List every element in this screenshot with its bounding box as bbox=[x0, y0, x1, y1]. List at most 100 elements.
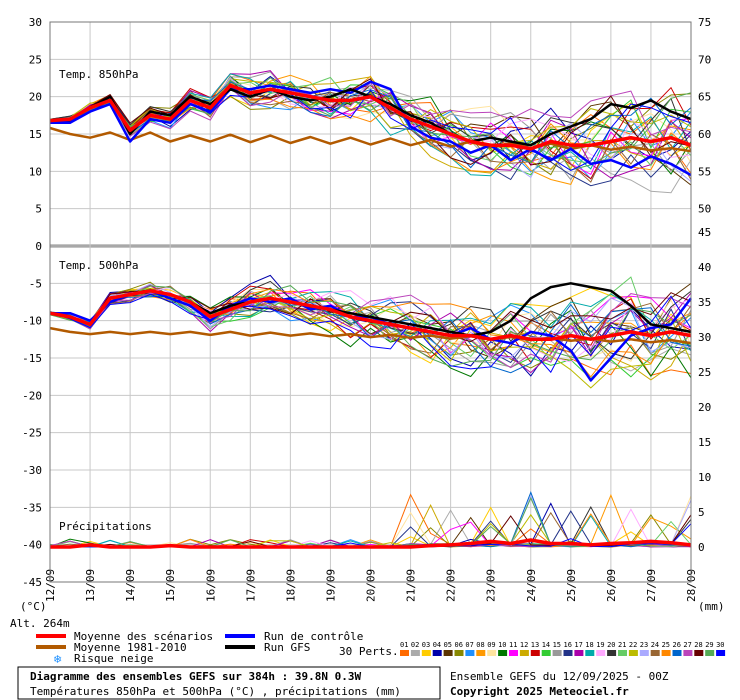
panel-label-t500: Temp. 500hPa bbox=[59, 259, 138, 272]
perturbation-swatch bbox=[661, 650, 671, 656]
perturbation-swatch bbox=[541, 650, 551, 656]
date-tick-label: 15/09 bbox=[164, 569, 177, 602]
perturbation-number: 08 bbox=[476, 641, 484, 649]
perturbation-swatch bbox=[639, 650, 649, 656]
right-tick-label: 45 bbox=[698, 226, 711, 239]
perturbation-swatch bbox=[650, 650, 660, 656]
left-tick-label: 0 bbox=[35, 240, 42, 253]
left-tick-label: -40 bbox=[22, 539, 42, 552]
run-info: Ensemble GEFS du 12/09/2025 - 00Z bbox=[450, 670, 669, 683]
perturbation-number: 27 bbox=[683, 641, 691, 649]
right-tick-label: 40 bbox=[698, 261, 711, 274]
perturbation-number: 21 bbox=[618, 641, 626, 649]
perturbation-swatch bbox=[476, 650, 486, 656]
right-tick-label: 30 bbox=[698, 331, 711, 344]
legend-label-gfs: Run GFS bbox=[264, 641, 310, 654]
perturbation-line bbox=[49, 283, 692, 359]
main-series-lines bbox=[49, 80, 692, 549]
right-tick-label: 75 bbox=[698, 16, 711, 29]
perturbation-number: 23 bbox=[640, 641, 648, 649]
perturbation-number: 30 bbox=[716, 641, 724, 649]
right-axis-unit: (mm) bbox=[698, 600, 725, 613]
date-tick-label: 16/09 bbox=[204, 569, 217, 602]
right-tick-label: 15 bbox=[698, 436, 711, 449]
perturbation-swatch bbox=[465, 650, 475, 656]
snowflake-icon: ❄ bbox=[53, 653, 62, 666]
perturbation-swatch bbox=[410, 650, 420, 656]
perturbation-line bbox=[49, 78, 692, 152]
date-tick-label: 27/09 bbox=[645, 569, 658, 602]
date-tick-label: 25/09 bbox=[565, 569, 578, 602]
series-line-t850 bbox=[49, 83, 692, 151]
date-tick-label: 24/09 bbox=[525, 569, 538, 602]
chart-subtitle: Températures 850hPa et 500hPa (°C) , pré… bbox=[30, 685, 401, 698]
perturbation-line bbox=[49, 78, 692, 166]
date-tick-label: 23/09 bbox=[485, 569, 498, 602]
perturbation-swatch bbox=[683, 650, 693, 656]
perturbation-number: 19 bbox=[596, 641, 604, 649]
legend-label-mean: Moyenne des scénarios bbox=[74, 630, 213, 643]
left-tick-label: 25 bbox=[29, 53, 42, 66]
plot-frame bbox=[49, 21, 692, 583]
left-tick-label: -10 bbox=[22, 315, 42, 328]
perturbation-swatch bbox=[628, 650, 638, 656]
perturbation-number: 11 bbox=[509, 641, 517, 649]
perturbation-swatch bbox=[519, 650, 529, 656]
right-tick-label: 10 bbox=[698, 471, 711, 484]
perturbation-swatch bbox=[596, 650, 606, 656]
date-tick-label: 19/09 bbox=[324, 569, 337, 602]
left-tick-label: 30 bbox=[29, 16, 42, 29]
perturbation-swatch bbox=[443, 650, 453, 656]
perturbation-swatch bbox=[530, 650, 540, 656]
perturbation-number: 10 bbox=[498, 641, 506, 649]
legend-swatch-mean bbox=[36, 634, 66, 638]
right-tick-label: 70 bbox=[698, 53, 711, 66]
date-tick-label: 26/09 bbox=[605, 569, 618, 602]
date-tick-label: 17/09 bbox=[244, 569, 257, 602]
perturbation-swatch bbox=[487, 650, 497, 656]
perturbation-number: 25 bbox=[662, 641, 670, 649]
perturbation-legend: 01 02 03 04 05 06 07 08 09 10 11 12 13 14 15 16 17 18 19 20… bbox=[400, 641, 726, 656]
left-tick-label: 10 bbox=[29, 165, 42, 178]
perturbation-number: 28 bbox=[694, 641, 702, 649]
perturbation-number: 17 bbox=[574, 641, 582, 649]
perturbation-swatch bbox=[607, 650, 617, 656]
perturbation-number: 14 bbox=[542, 641, 550, 649]
right-tick-label: 0 bbox=[698, 541, 705, 554]
axes: 302520151050-5-10-15-20-25-30-35-40-4575… bbox=[22, 16, 711, 602]
legend-swatch-climate bbox=[36, 645, 66, 649]
chart-title: Diagramme des ensembles GEFS sur 384h : … bbox=[30, 670, 362, 683]
right-tick-label: 20 bbox=[698, 401, 711, 414]
perturbation-number: 07 bbox=[465, 641, 473, 649]
date-tick-label: 28/09 bbox=[685, 569, 698, 602]
perturbation-number: 01 bbox=[400, 641, 408, 649]
perturbation-number: 13 bbox=[531, 641, 539, 649]
perturbation-number: 03 bbox=[422, 641, 430, 649]
right-tick-label: 60 bbox=[698, 128, 711, 141]
perturbation-swatch bbox=[563, 650, 573, 656]
left-tick-label: -45 bbox=[22, 576, 42, 589]
legend-swatch-gfs bbox=[225, 645, 255, 649]
perturbation-swatch bbox=[552, 650, 562, 656]
legend-label-climate: Moyenne 1981-2010 bbox=[74, 641, 187, 654]
left-tick-label: 20 bbox=[29, 91, 42, 104]
copyright: Copyright 2025 Meteociel.fr bbox=[450, 685, 629, 698]
perturbation-swatch bbox=[672, 650, 682, 656]
date-tick-label: 20/09 bbox=[365, 569, 378, 602]
date-tick-label: 12/09 bbox=[44, 569, 57, 602]
series-line-t850 bbox=[50, 80, 692, 177]
legend-swatch-control bbox=[225, 634, 255, 638]
perturbation-number: 02 bbox=[411, 641, 419, 649]
left-tick-label: 5 bbox=[35, 203, 42, 216]
perturbation-swatch bbox=[585, 650, 595, 656]
date-tick-label: 14/09 bbox=[124, 569, 137, 602]
perturbation-swatch bbox=[694, 650, 704, 656]
left-tick-label: -25 bbox=[22, 427, 42, 440]
perturbation-line bbox=[49, 293, 692, 374]
perturbation-line bbox=[49, 287, 692, 363]
perturbation-swatch bbox=[421, 650, 431, 656]
perturbation-swatch bbox=[716, 650, 726, 656]
perturbation-line bbox=[49, 75, 692, 175]
perturbation-number: 05 bbox=[444, 641, 452, 649]
right-tick-label: 35 bbox=[698, 296, 711, 309]
